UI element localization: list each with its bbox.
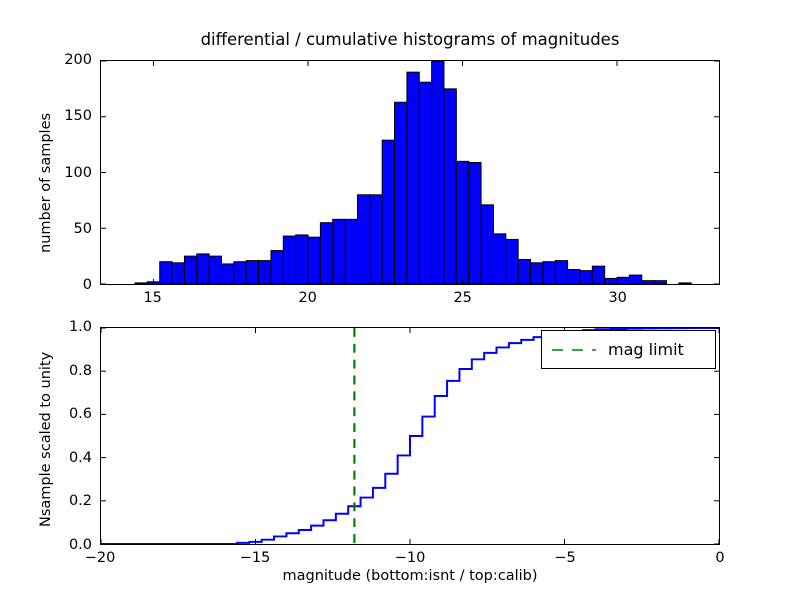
histogram-bar (641, 280, 655, 284)
histogram-bar (307, 236, 321, 284)
histogram-bar (295, 234, 309, 284)
y-tick-label: 100 (64, 164, 92, 181)
y-tick-label: 0 (82, 277, 92, 293)
x-tick-label: 15 (143, 290, 162, 306)
histogram-bar (542, 261, 556, 284)
histogram-bar (394, 101, 408, 284)
histogram-bar (567, 269, 581, 284)
y-tick-label: 0.4 (68, 449, 92, 466)
histogram-bar (554, 260, 569, 284)
x-tick-label: −10 (394, 550, 426, 566)
top-panel-histogram-axes (100, 60, 720, 285)
histogram-bar (208, 255, 223, 284)
histogram-plot-area (101, 61, 719, 284)
histogram-bar (468, 161, 482, 284)
histogram-bar (245, 260, 260, 284)
y-tick-label: 0.8 (68, 362, 92, 379)
histogram-bar (233, 261, 247, 284)
histogram-bar (171, 262, 185, 284)
histogram-bar (381, 139, 396, 284)
histogram-bar (591, 265, 606, 284)
chart-title: differential / cumulative histograms of … (200, 30, 620, 49)
histogram-bar (678, 282, 692, 284)
histogram-bar (183, 255, 198, 284)
histogram-bar (492, 233, 507, 284)
histogram-bar (369, 194, 383, 284)
histogram-bar (455, 160, 470, 284)
histogram-bar (134, 282, 148, 284)
histogram-bar (344, 218, 358, 284)
y-tick-label: 0.2 (68, 493, 92, 510)
histogram-bar (258, 260, 272, 284)
histogram-bar (319, 222, 334, 284)
histogram-bar (431, 61, 445, 284)
x-tick-label: −15 (239, 550, 271, 566)
histogram-bar (332, 218, 346, 284)
cumulative-curve (101, 328, 719, 544)
histogram-bar (196, 253, 210, 284)
cumulative-plot-area (101, 328, 719, 544)
histogram-bar (530, 262, 544, 284)
y-tick-label: 0.6 (68, 406, 92, 423)
x-tick-label: 0 (715, 550, 725, 566)
histogram-bar (406, 71, 420, 284)
x-tick-label: 30 (608, 290, 627, 306)
y-tick-label: 0.0 (68, 537, 92, 553)
x-tick-label: −5 (554, 550, 576, 566)
histogram-bar (505, 238, 519, 284)
histogram-bar (616, 276, 630, 284)
mag-limit-line-icon (552, 348, 596, 351)
histogram-bar (159, 261, 173, 284)
histogram-bar (418, 81, 433, 284)
histogram-bar (653, 280, 667, 284)
histogram-bar (270, 250, 284, 284)
x-axis-label: magnitude (bottom:isnt / top:calib) (282, 568, 538, 584)
histogram-bar (443, 88, 457, 284)
x-tick-label: 20 (298, 290, 317, 306)
x-tick-label: 25 (453, 290, 472, 306)
histogram-bar (628, 274, 643, 284)
x-tick-label: −20 (84, 550, 116, 566)
legend-label-mag-limit: mag limit (608, 340, 684, 359)
histogram-bar (356, 194, 371, 284)
y-tick-label: 1.0 (68, 319, 92, 335)
histogram-bar (480, 204, 494, 284)
histogram-bar (221, 263, 235, 284)
histogram-bar (517, 258, 532, 284)
legend-box: mag limit (541, 330, 716, 369)
histogram-bar (604, 277, 618, 284)
y-tick-label: 50 (73, 220, 92, 237)
y-tick-label: 200 (64, 52, 92, 68)
y-tick-label: 150 (64, 108, 92, 125)
histogram-bar (579, 270, 593, 284)
histogram-bar (282, 235, 297, 284)
